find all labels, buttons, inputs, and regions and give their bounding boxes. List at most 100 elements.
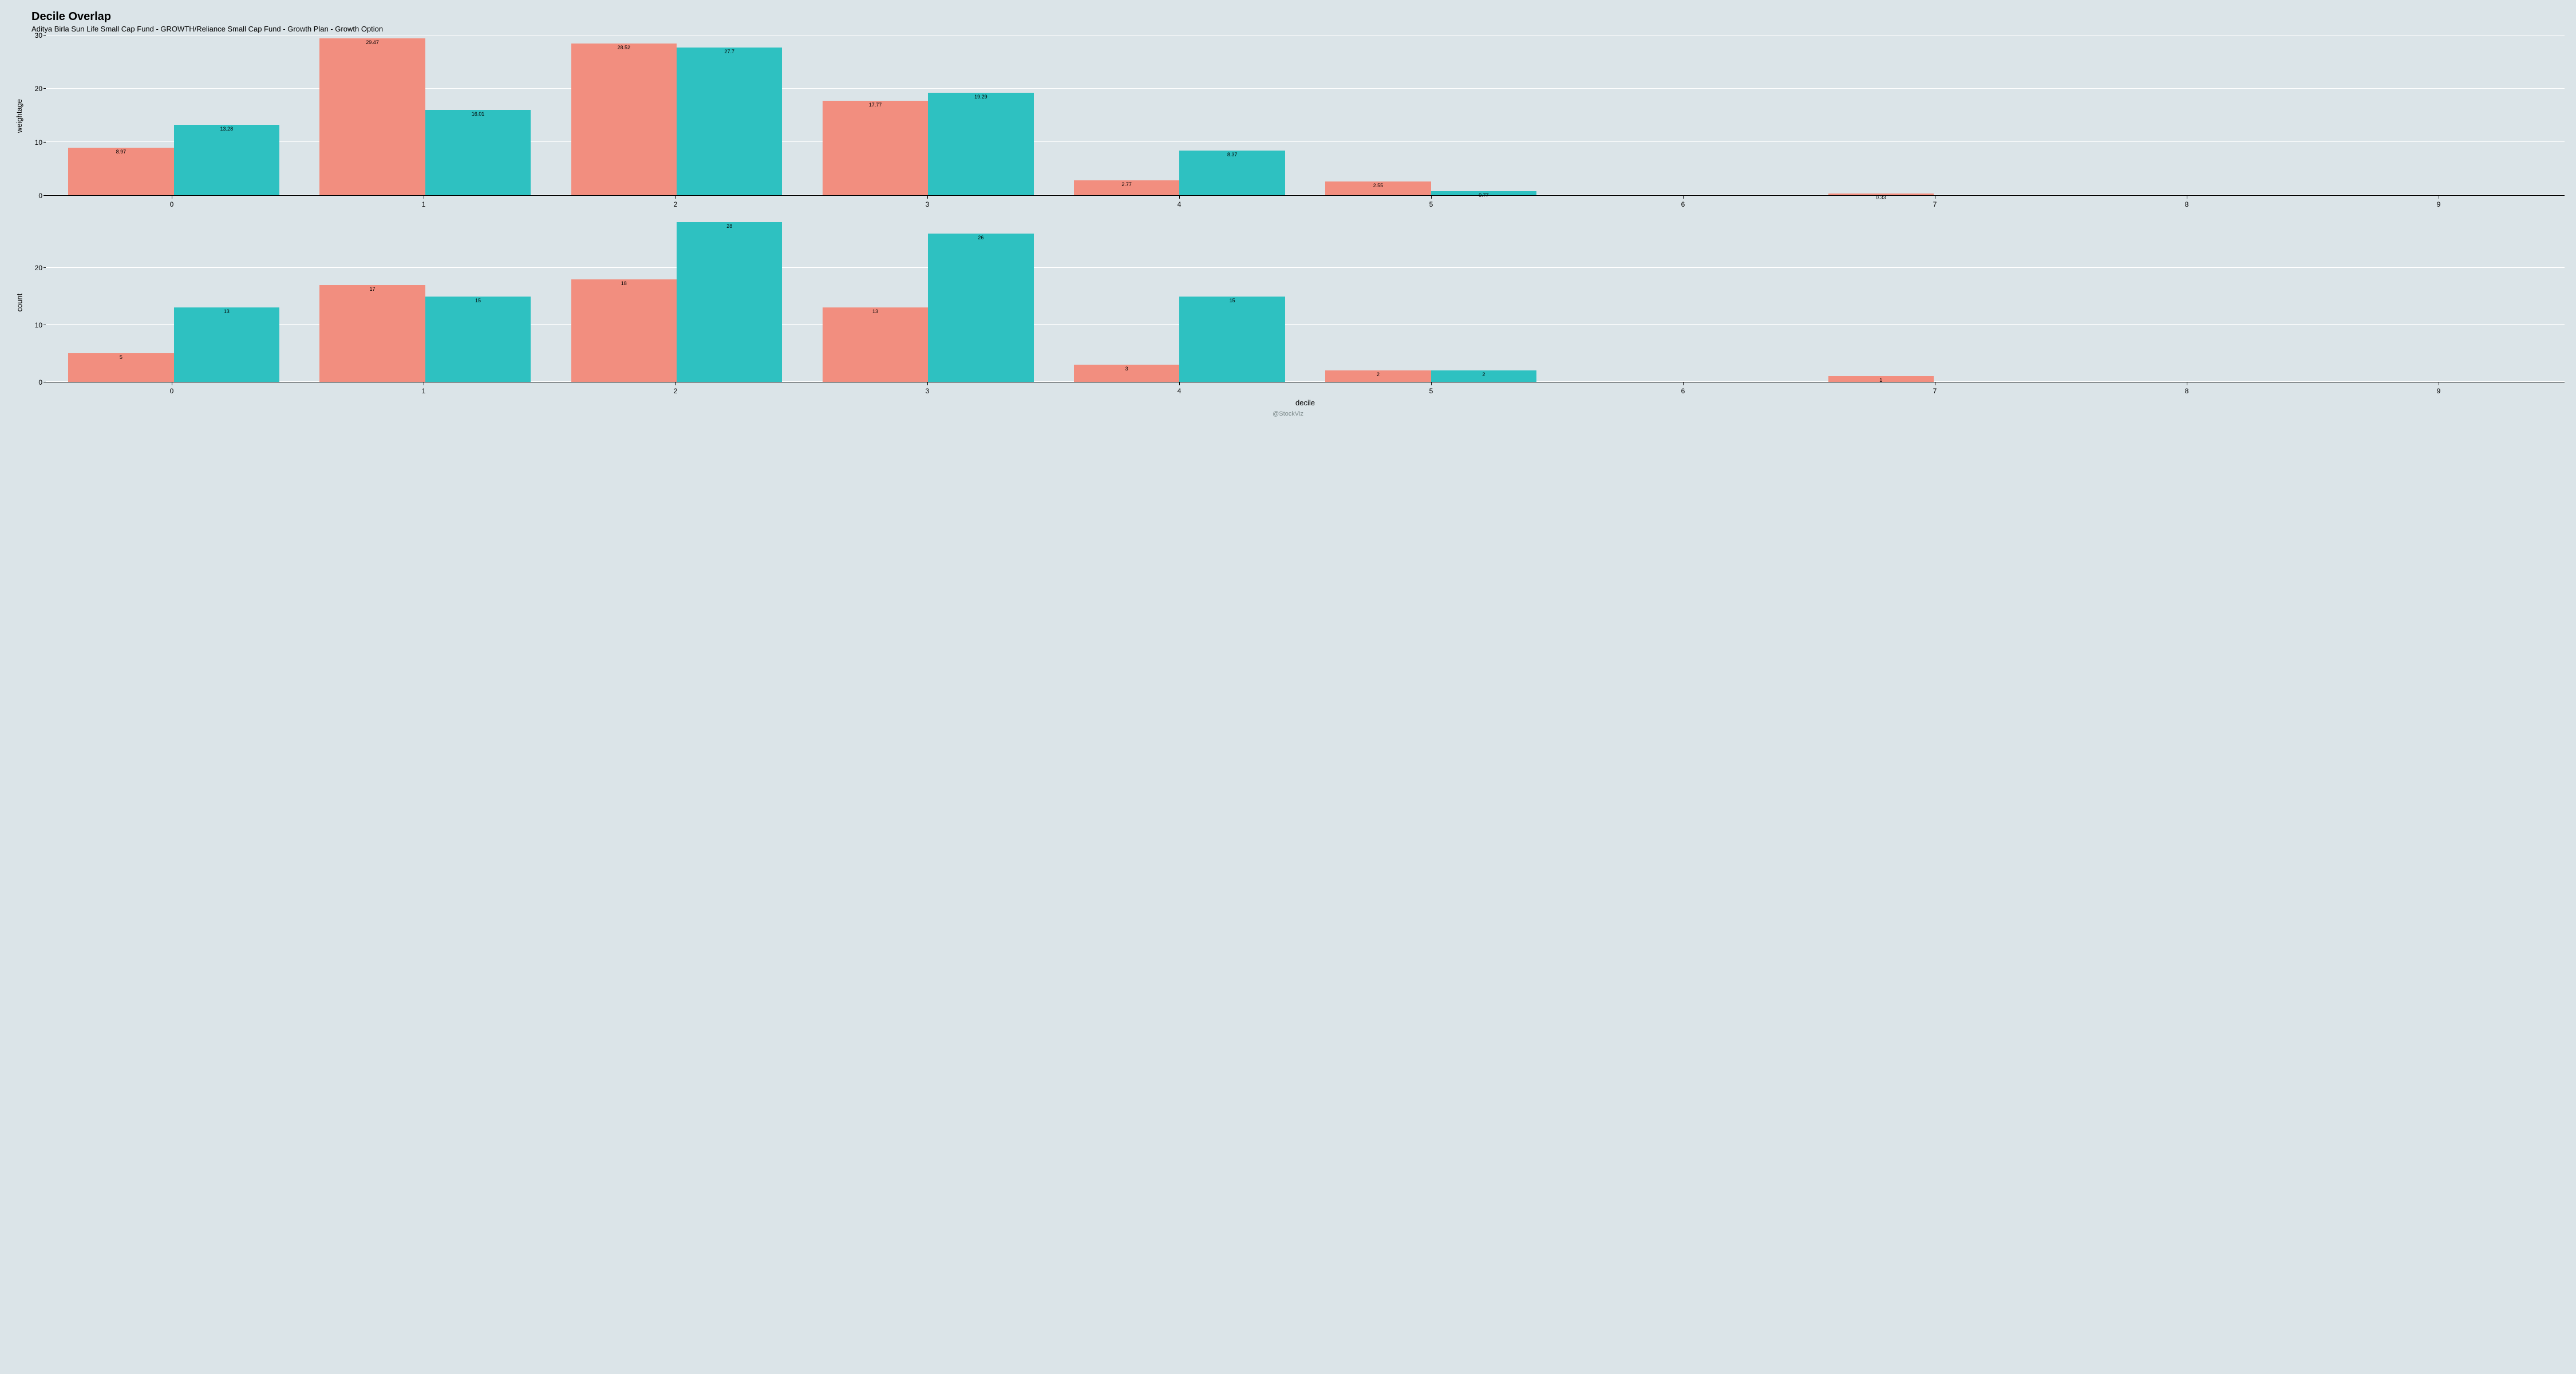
- bar-series-a: 3: [1074, 365, 1179, 382]
- x-tick-label: 4: [1053, 387, 1305, 395]
- bar-series-b: 8.37: [1179, 151, 1285, 195]
- decile-group: 2.77 8.37: [1054, 35, 1305, 195]
- x-axis-label: decile: [46, 398, 2565, 407]
- plot-area: 8.97 13.28 29.47 16.01 28.52 27.7 17.77 19.29 2.…: [46, 35, 2565, 196]
- bar-value-label: 15: [475, 298, 481, 303]
- bar-series-a: 2.55: [1325, 181, 1431, 195]
- bar-value-label: 2.55: [1373, 183, 1384, 188]
- bar-value-label: 13: [224, 309, 230, 314]
- y-axis-label: count: [15, 293, 24, 311]
- bar-series-a: 29.47: [319, 38, 425, 195]
- bar-series-a: 2.77: [1074, 180, 1179, 195]
- decile-group: [1556, 222, 1808, 382]
- decile-group: [2060, 35, 2311, 195]
- panels-container: weightage01020308.9713.2829.4716.0128.52…: [11, 35, 2565, 407]
- decile-overlap-chart: Decile Overlap Aditya Birla Sun Life Sma…: [11, 10, 2565, 417]
- decile-group: 13 26: [803, 222, 1054, 382]
- x-tick-label: 9: [2313, 200, 2565, 208]
- y-tick-label: 20: [35, 85, 42, 93]
- bar-series-a: 8.97: [68, 148, 173, 195]
- bar-value-label: 5: [120, 354, 123, 360]
- bar-value-label: 8.37: [1227, 152, 1238, 157]
- decile-group: [2311, 35, 2562, 195]
- chart-subtitle: Aditya Birla Sun Life Small Cap Fund - G…: [31, 25, 2565, 33]
- bar-series-a: 18: [571, 279, 677, 382]
- bar-series-a: 0.33: [1828, 194, 1934, 195]
- x-tick-label: 5: [1305, 387, 1557, 395]
- panel-weightage: weightage01020308.9713.2829.4716.0128.52…: [11, 35, 2565, 208]
- x-tick-label: 0: [46, 387, 298, 395]
- bar-series-b: 0.77: [1431, 191, 1536, 195]
- y-tick-label: 10: [35, 321, 42, 329]
- decile-group: [2060, 222, 2311, 382]
- x-tick-label: 7: [1809, 200, 2061, 208]
- panel-count: count01020513171518281326315221012345678…: [11, 222, 2565, 407]
- y-axis-label: weightage: [15, 98, 24, 132]
- bar-series-b: 15: [425, 297, 531, 382]
- bar-value-label: 16.01: [472, 111, 485, 117]
- bar-series-a: 2: [1325, 370, 1431, 382]
- credit-text: @StockViz: [11, 410, 2565, 417]
- decile-group: 1715: [299, 222, 551, 382]
- bar-series-a: 17.77: [823, 101, 928, 195]
- bar-value-label: 2: [1377, 372, 1380, 377]
- bar-series-a: 13: [823, 307, 928, 382]
- x-tick-label: 5: [1305, 200, 1557, 208]
- decile-group: [2311, 222, 2562, 382]
- bar-value-label: 17.77: [869, 102, 882, 108]
- x-tick-label: 2: [550, 200, 801, 208]
- x-tick-label: 0: [46, 200, 298, 208]
- chart-title: Decile Overlap: [31, 10, 2565, 23]
- x-tick-label: 1: [298, 200, 550, 208]
- x-tick-label: 8: [2061, 200, 2313, 208]
- bar-series-b: 15: [1179, 297, 1285, 382]
- bar-value-label: 28: [726, 223, 732, 229]
- bar-series-b: 16.01: [425, 110, 531, 195]
- decile-group: 28.52 27.7: [551, 35, 802, 195]
- bar-series-b: 27.7: [677, 48, 782, 195]
- y-tick-label: 0: [38, 378, 42, 386]
- bar-series-b: 13.28: [174, 125, 279, 196]
- bar-value-label: 2.77: [1121, 181, 1132, 187]
- bar-series-b: 2: [1431, 370, 1536, 382]
- plot-area: 513171518281326315221: [46, 222, 2565, 382]
- x-tick-label: 8: [2061, 387, 2313, 395]
- x-tick-label: 9: [2313, 387, 2565, 395]
- bar-value-label: 8.97: [116, 149, 127, 155]
- decile-group: 17.77 19.29: [803, 35, 1054, 195]
- decile-group: 8.97 13.28: [48, 35, 299, 195]
- x-tick-label: 6: [1557, 200, 1809, 208]
- x-tick-label: 3: [801, 200, 1053, 208]
- decile-group: 0.33: [1808, 35, 2059, 195]
- x-tick-label: 4: [1053, 200, 1305, 208]
- bar-value-label: 28.52: [618, 45, 631, 50]
- x-tick-label: 1: [298, 387, 550, 395]
- bar-value-label: 15: [1230, 298, 1235, 303]
- decile-group: 2.55 0.77: [1305, 35, 1556, 195]
- bar-series-b: 13: [174, 307, 279, 382]
- bar-series-b: 28: [677, 222, 782, 382]
- bar-series-a: 17: [319, 285, 425, 382]
- bar-value-label: 27.7: [724, 49, 734, 54]
- decile-group: 29.47 16.01: [299, 35, 551, 195]
- bar-value-label: 18: [621, 281, 627, 286]
- bar-value-label: 13.28: [220, 126, 234, 132]
- decile-group: 5 13: [48, 222, 299, 382]
- bar-series-b: 19.29: [928, 93, 1033, 195]
- bar-value-label: 26: [978, 235, 983, 240]
- x-tick-label: 7: [1809, 387, 2061, 395]
- decile-group: 3 15: [1054, 222, 1305, 382]
- y-tick-label: 20: [35, 264, 42, 272]
- title-block: Decile Overlap Aditya Birla Sun Life Sma…: [31, 10, 2565, 33]
- bar-series-a: 5: [68, 353, 173, 382]
- decile-group: 1: [1808, 222, 2059, 382]
- bar-value-label: 19.29: [974, 94, 987, 100]
- decile-group: [1556, 35, 1808, 195]
- bar-series-a: 28.52: [571, 44, 677, 195]
- bar-value-label: 2: [1482, 372, 1485, 377]
- bar-value-label: 13: [872, 309, 878, 314]
- bar-series-b: 26: [928, 234, 1033, 382]
- bar-value-label: 29.47: [366, 40, 379, 45]
- decile-group: 1828: [551, 222, 802, 382]
- x-tick-label: 3: [801, 387, 1053, 395]
